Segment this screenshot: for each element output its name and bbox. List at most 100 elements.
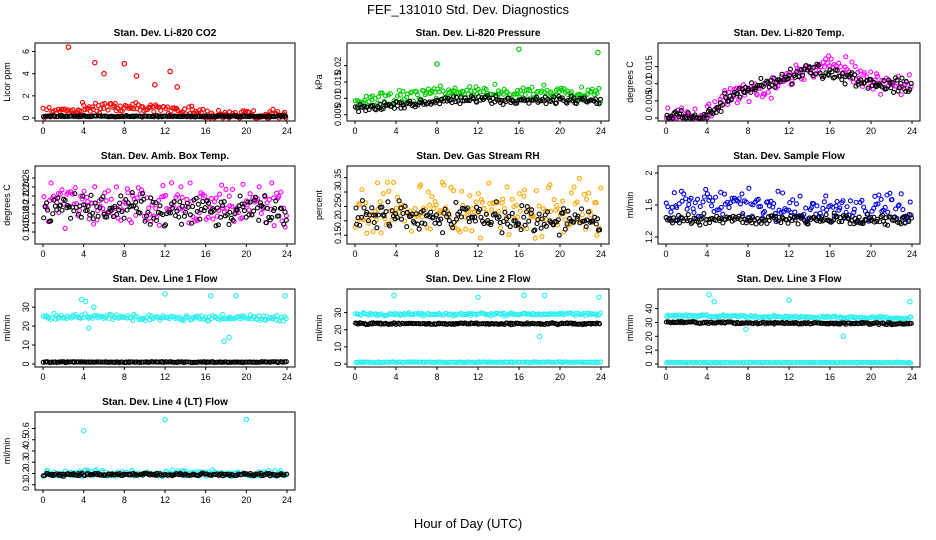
data-point [251, 208, 257, 214]
data-point [778, 209, 784, 215]
data-point [215, 107, 222, 113]
x-tick-label: 4 [81, 249, 86, 259]
data-point [239, 201, 245, 207]
data-point [124, 186, 130, 192]
data-point [448, 88, 454, 94]
data-point [719, 102, 726, 108]
data-point [48, 218, 54, 224]
data-point [75, 211, 81, 217]
data-point [798, 313, 804, 319]
data-point [103, 315, 109, 321]
data-point [743, 326, 749, 333]
data-point [534, 94, 540, 100]
data-point [467, 193, 473, 199]
data-point [269, 214, 275, 221]
data-point [840, 333, 847, 340]
data-point [786, 297, 792, 304]
data-point [772, 84, 778, 90]
data-point [101, 211, 107, 217]
data-point [98, 106, 104, 112]
data-series [663, 319, 914, 328]
data-point [859, 197, 865, 203]
data-point [892, 360, 898, 366]
data-point [876, 359, 882, 366]
data-point [749, 80, 755, 86]
data-point [679, 198, 685, 204]
data-point [356, 202, 363, 208]
data-point [450, 225, 456, 231]
data-point [746, 185, 752, 191]
data-point [276, 213, 282, 219]
data-point [450, 187, 457, 194]
data-point [838, 320, 844, 326]
data-point [464, 205, 470, 211]
data-point [840, 198, 846, 204]
data-point [211, 471, 217, 477]
y-axis-label: ml/min [625, 315, 635, 342]
data-point [91, 304, 97, 310]
data-point [763, 314, 769, 320]
data-point [383, 102, 389, 108]
x-tick-label: 0 [40, 372, 45, 382]
data-point [363, 93, 369, 99]
data-point [789, 81, 795, 87]
data-point [898, 191, 904, 197]
data-point [874, 73, 881, 79]
data-point [50, 211, 56, 217]
data-point [514, 214, 521, 220]
data-point [469, 228, 475, 234]
data-point [369, 205, 375, 211]
data-point [519, 91, 525, 97]
data-point [49, 359, 55, 365]
data-point [437, 101, 443, 107]
y-axis-label: ml/min [625, 192, 635, 219]
data-point [385, 199, 391, 205]
data-point [765, 199, 771, 205]
data-point [824, 207, 830, 213]
data-point [204, 108, 210, 114]
data-point [777, 78, 784, 85]
data-point [556, 232, 562, 238]
data-point [882, 204, 888, 210]
data-point [790, 197, 796, 203]
data-point [887, 190, 893, 196]
data-point [238, 471, 244, 478]
plot-frame [34, 165, 296, 245]
data-point [704, 115, 710, 121]
data-point [283, 316, 289, 322]
data-point [221, 199, 227, 205]
data-point [586, 190, 592, 196]
plot-title: Stan. Dev. Li-820 Temp. [734, 28, 845, 39]
plot-title: Stan. Dev. Li-820 CO2 [114, 28, 217, 39]
data-point [574, 215, 580, 222]
y-axis-label: percent [314, 189, 324, 220]
data-point [499, 230, 505, 236]
data-point [802, 360, 808, 366]
y-tick-label: 0.16 [21, 214, 31, 232]
data-point [211, 207, 217, 214]
data-point [471, 88, 477, 94]
plot-title: Stan. Dev. Amb. Box Temp. [101, 151, 229, 162]
data-point [446, 211, 452, 217]
data-point [101, 70, 107, 77]
data-point [815, 62, 822, 68]
data-point [219, 311, 226, 317]
data-point [489, 207, 495, 213]
data-point [883, 215, 889, 221]
data-point [473, 199, 479, 205]
data-point [533, 188, 539, 194]
data-point [753, 221, 759, 227]
data-point [577, 96, 583, 102]
data-point [153, 217, 160, 224]
data-point [504, 184, 510, 190]
data-point [446, 218, 452, 224]
data-point [419, 220, 425, 226]
data-point [234, 207, 240, 213]
x-tick-label: 16 [514, 372, 524, 382]
data-point [219, 182, 225, 188]
data-point [91, 221, 97, 227]
data-point [663, 115, 669, 121]
data-point [408, 228, 415, 234]
data-point [401, 105, 407, 111]
data-point [488, 219, 494, 225]
